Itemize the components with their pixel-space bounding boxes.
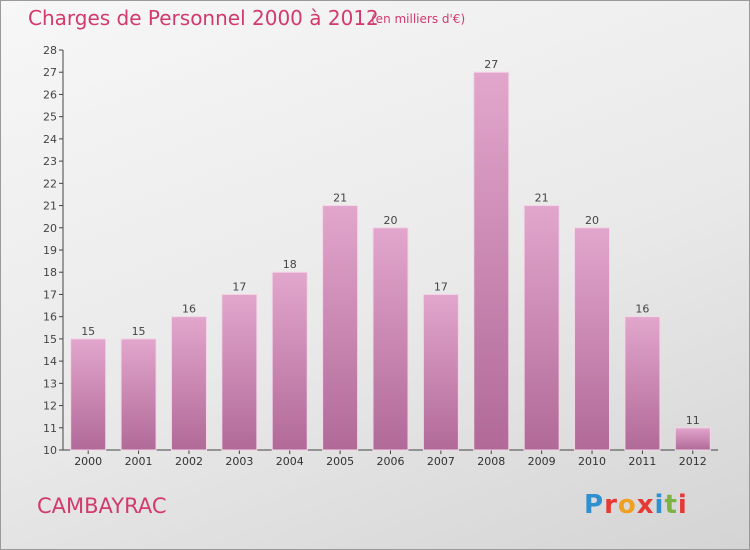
y-tick-label: 20 bbox=[43, 222, 57, 235]
bar-value-label: 16 bbox=[635, 303, 649, 316]
y-tick-label: 13 bbox=[43, 377, 57, 390]
bar-value-label: 15 bbox=[81, 325, 95, 338]
y-tick-label: 22 bbox=[43, 177, 57, 190]
y-tick-label: 21 bbox=[43, 200, 57, 213]
bar-value-label: 15 bbox=[132, 325, 146, 338]
bar bbox=[322, 205, 359, 451]
bar bbox=[271, 271, 308, 451]
x-tick-label: 2005 bbox=[326, 455, 354, 468]
y-tick-label: 10 bbox=[43, 444, 57, 457]
bar-value-label: 21 bbox=[535, 192, 549, 205]
y-tick-label: 28 bbox=[43, 44, 57, 57]
proxiti-logo: Proxiti bbox=[584, 490, 688, 520]
bar bbox=[70, 338, 107, 451]
bar bbox=[674, 427, 711, 451]
logo-letter: r bbox=[604, 490, 618, 520]
bar-value-label: 20 bbox=[585, 214, 599, 227]
bar bbox=[473, 71, 510, 451]
bar bbox=[120, 338, 157, 451]
bar bbox=[170, 316, 207, 451]
commune-name: CAMBAYRAC bbox=[37, 494, 167, 518]
bar bbox=[574, 227, 611, 451]
x-tick-label: 2007 bbox=[427, 455, 455, 468]
x-tick-label: 2006 bbox=[377, 455, 405, 468]
logo-letter: P bbox=[584, 490, 605, 520]
logo-letter: i bbox=[677, 490, 688, 520]
logo-letter: o bbox=[617, 490, 637, 520]
y-tick-label: 23 bbox=[43, 155, 57, 168]
x-tick-label: 2003 bbox=[225, 455, 253, 468]
bar-value-label: 16 bbox=[182, 303, 196, 316]
y-tick-label: 27 bbox=[43, 66, 57, 79]
y-tick-label: 18 bbox=[43, 266, 57, 279]
x-tick-label: 2002 bbox=[175, 455, 203, 468]
x-tick-label: 2009 bbox=[528, 455, 556, 468]
bar bbox=[372, 227, 409, 451]
bar-value-label: 11 bbox=[686, 414, 700, 427]
logo-letter: x bbox=[636, 490, 655, 520]
bar-value-label: 17 bbox=[434, 280, 448, 293]
chart-title: Charges de Personnel 2000 à 2012 bbox=[28, 6, 379, 30]
x-tick-label: 2000 bbox=[74, 455, 102, 468]
logo-letter: i bbox=[654, 490, 665, 520]
bar bbox=[221, 293, 258, 451]
bar-value-label: 27 bbox=[484, 58, 498, 71]
y-tick-label: 16 bbox=[43, 311, 57, 324]
chart-bars: 15 15 16 17 18 21 20 17 27 21 20 16 11 bbox=[70, 58, 711, 451]
chart-subtitle: (en milliers d'€) bbox=[371, 12, 466, 26]
y-tick-label: 19 bbox=[43, 244, 57, 257]
bar-value-label: 21 bbox=[333, 192, 347, 205]
x-tick-label: 2004 bbox=[276, 455, 304, 468]
y-tick-label: 26 bbox=[43, 88, 57, 101]
x-tick-label: 2001 bbox=[125, 455, 153, 468]
y-tick-label: 15 bbox=[43, 333, 57, 346]
bar bbox=[624, 316, 661, 451]
y-tick-label: 24 bbox=[43, 133, 57, 146]
bar bbox=[422, 293, 459, 451]
x-tick-label: 2012 bbox=[679, 455, 707, 468]
logo-letter: t bbox=[664, 490, 678, 520]
bar-value-label: 18 bbox=[283, 258, 297, 271]
y-tick-label: 11 bbox=[43, 422, 57, 435]
x-tick-label: 2010 bbox=[578, 455, 606, 468]
x-tick-label: 2008 bbox=[477, 455, 505, 468]
x-tick-label: 2011 bbox=[628, 455, 656, 468]
bar-value-label: 17 bbox=[232, 280, 246, 293]
bar bbox=[523, 205, 560, 451]
y-tick-label: 12 bbox=[43, 400, 57, 413]
y-tick-label: 17 bbox=[43, 288, 57, 301]
y-tick-label: 25 bbox=[43, 111, 57, 124]
bar-value-label: 20 bbox=[384, 214, 398, 227]
y-tick-label: 14 bbox=[43, 355, 57, 368]
